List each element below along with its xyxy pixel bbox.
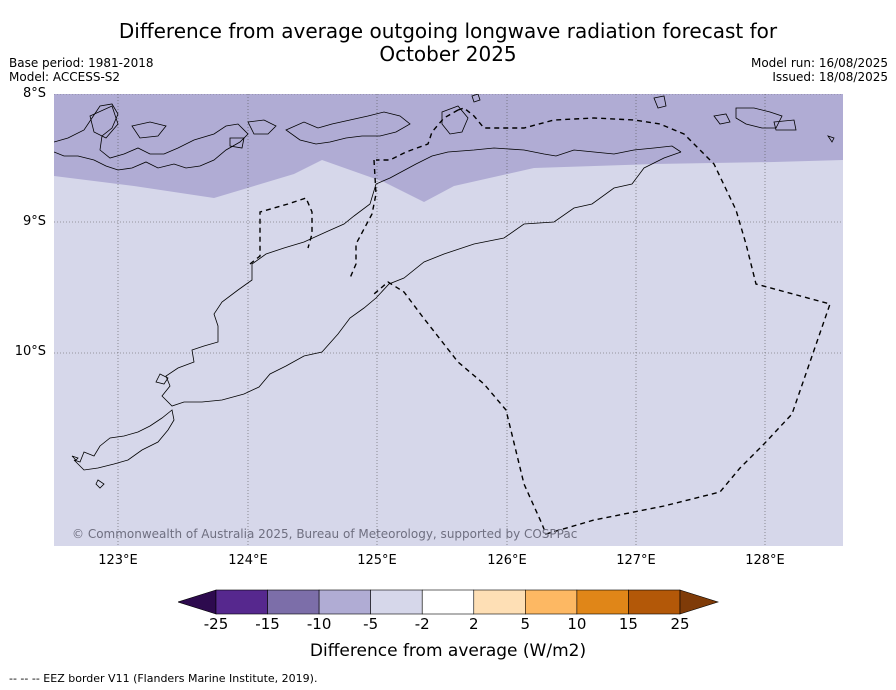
lon-label-128e: 128°E (745, 553, 785, 568)
coastline-islet-2 (95, 479, 105, 489)
coastline-islet-4 (713, 113, 731, 125)
colorbar-box-3 (370, 589, 423, 615)
lon-label-124e: 124°E (228, 553, 268, 568)
lon-label-127e: 127°E (616, 553, 656, 568)
lon-label-125e: 125°E (357, 553, 397, 568)
title-line-2: October 2025 (379, 42, 517, 66)
map-panel[interactable]: © Commonwealth of Australia 2025, Bureau… (54, 94, 843, 546)
lat-label-8s: 8°S (22, 86, 46, 101)
coastline-islet-3 (71, 455, 79, 461)
chart-title: Difference from average outgoing longwav… (0, 20, 896, 66)
meta-right: Model run: 16/08/2025 Issued: 18/08/2025 (751, 56, 888, 84)
coastline-rote (73, 409, 175, 471)
coastline-islet-1 (155, 373, 169, 385)
map-svg (54, 94, 843, 546)
colorbar-label: Difference from average (W/m2) (309, 641, 587, 661)
colorbar-box-6 (525, 589, 578, 615)
colorbar-boxes (215, 589, 681, 615)
graticule (54, 94, 843, 546)
colorbar (178, 589, 719, 615)
coastline-pantar (229, 119, 277, 149)
colorbar-box-7 (576, 589, 629, 615)
eez-line-north (376, 109, 459, 161)
eez-line-enclave (349, 159, 377, 279)
coastline-islet-5 (827, 135, 835, 143)
field-north-band (54, 94, 843, 202)
coastline-north-islet (471, 94, 481, 103)
colorbar-tick-label: -10 (306, 615, 332, 633)
colorbar-tick-label: -25 (203, 615, 229, 633)
meta-left: Base period: 1981-2018 Model: ACCESS-S2 (9, 56, 154, 84)
colorbar-tick-label: -5 (363, 615, 379, 633)
eez-footnote: -- -- -- EEZ border V11 (Flanders Marine… (9, 672, 318, 685)
issue-date: Issued: 18/08/2025 (772, 70, 888, 84)
coastline-damar (653, 95, 667, 109)
eez-border (249, 107, 831, 535)
copyright-notice: © Commonwealth of Australia 2025, Bureau… (72, 527, 578, 541)
colorbar-box-4 (421, 589, 475, 615)
lat-label-9s: 9°S (22, 214, 46, 229)
colorbar-tick-label: 10 (567, 615, 587, 633)
model-name: Model: ACCESS-S2 (9, 70, 121, 84)
lat-label-10s: 10°S (14, 344, 46, 359)
eez-line-oecusse (249, 197, 313, 265)
coastline-timor (161, 145, 682, 407)
coastline-alor (285, 111, 411, 145)
colorbar-box-2 (318, 589, 371, 615)
colorbar-extend-high (679, 589, 719, 615)
title-line-1: Difference from average outgoing longwav… (118, 19, 778, 43)
colorbar-box-8 (628, 589, 681, 615)
coastline-wetar (441, 105, 469, 135)
lon-label-126e: 126°E (487, 553, 527, 568)
coastline-babar (735, 107, 797, 131)
lon-label-123e: 123°E (98, 553, 138, 568)
coastlines (54, 94, 835, 489)
coastline-solor (89, 105, 167, 139)
colorbar-tick-label: 25 (670, 615, 690, 633)
colorbar-tick-label: -15 (255, 615, 280, 633)
model-run: Model run: 16/08/2025 (750, 56, 888, 70)
colorbar-extend-low (178, 589, 217, 615)
colorbar-box-1 (267, 589, 320, 615)
colorbar-tick-label: 15 (618, 615, 638, 633)
colorbar-tick-label: 5 (520, 615, 531, 633)
colorbar-tick-label: -2 (414, 615, 430, 633)
colorbar-box-0 (215, 589, 268, 615)
coastline-flores (54, 103, 249, 171)
colorbar-box-5 (473, 589, 526, 615)
colorbar-tick-label: 2 (468, 615, 479, 633)
base-period: Base period: 1981-2018 (9, 56, 154, 70)
